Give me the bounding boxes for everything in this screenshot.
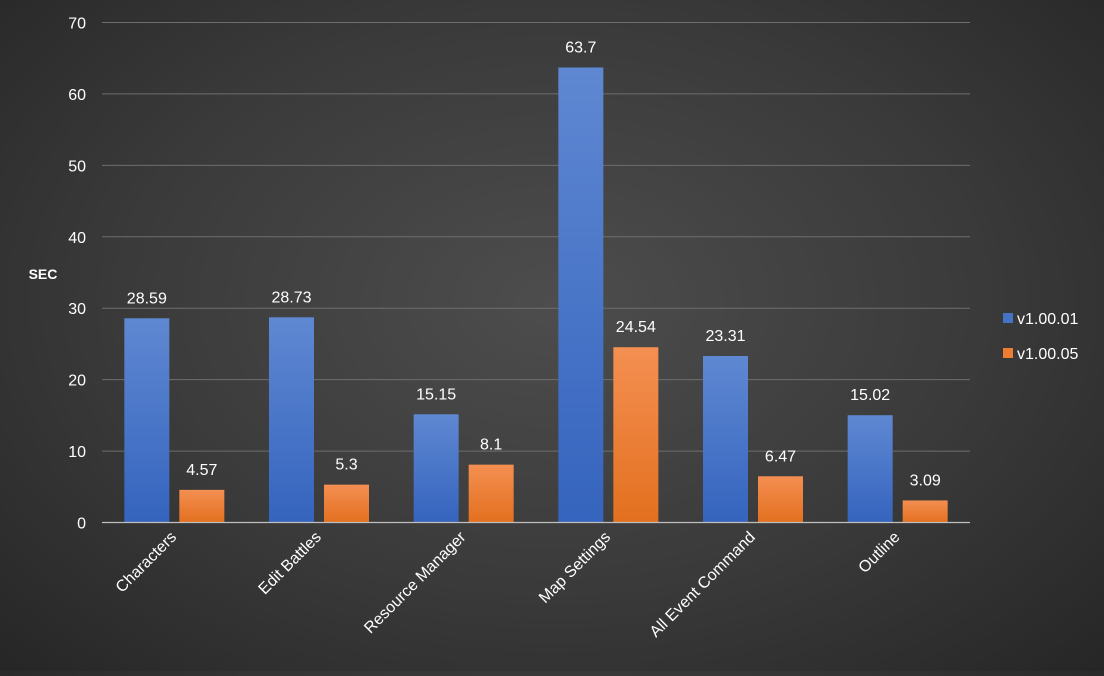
bar: [269, 317, 314, 523]
y-axis-ticks: 0 10 20 30 40 50 60 70: [68, 16, 86, 533]
data-label: 6.47: [765, 448, 796, 465]
x-axis-ticks: Characters Edit Battles Resource Manager Ma…: [113, 528, 904, 640]
data-label: 28.59: [127, 290, 167, 307]
grid-lines: [102, 22, 970, 452]
legend-swatch: [1003, 313, 1013, 323]
y-tick-label: 60: [68, 87, 86, 104]
y-tick-label: 20: [68, 373, 86, 390]
data-label: 4.57: [186, 462, 217, 479]
data-label: 15.02: [850, 387, 890, 404]
legend-label: v1.00.01: [1017, 311, 1078, 328]
bars: [124, 67, 948, 523]
y-tick-label: 10: [68, 444, 86, 461]
x-tick-label: All Event Command: [647, 529, 759, 641]
data-label: 8.1: [480, 437, 502, 454]
data-labels: 28.59 28.73 15.15 63.7 23.31 15.02 4.57 5.3 8.1 2…: [127, 40, 941, 490]
bar: [413, 414, 459, 523]
x-tick-label: Resource Manager: [361, 528, 470, 637]
data-label: 5.3: [335, 457, 357, 474]
bar: [703, 356, 748, 523]
x-tick-label: Edit Battles: [256, 529, 325, 598]
x-tick-label: Characters: [113, 529, 180, 596]
legend-swatch: [1003, 348, 1013, 358]
data-label: 28.73: [271, 289, 311, 306]
bar: [847, 415, 893, 523]
bar: [558, 67, 604, 523]
y-axis-label: SEC: [29, 266, 58, 282]
y-tick-label: 70: [68, 16, 86, 33]
x-tick-label: Outline: [856, 529, 904, 577]
y-tick-label: 50: [68, 158, 86, 175]
y-tick-label: 0: [77, 516, 86, 533]
legend-label: v1.00.05: [1017, 346, 1078, 363]
data-label: 24.54: [616, 319, 656, 336]
bar: [613, 347, 659, 523]
data-label: 15.15: [416, 386, 456, 403]
y-tick-label: 30: [68, 301, 86, 318]
bar: [468, 464, 514, 523]
bar: [902, 500, 948, 523]
bar: [124, 318, 170, 523]
y-tick-label: 40: [68, 230, 86, 247]
data-label: 23.31: [705, 328, 745, 345]
x-tick-label: Map Settings: [536, 529, 614, 607]
legend: v1.00.01 v1.00.05: [1003, 311, 1078, 363]
bar: [758, 476, 803, 523]
bar: [179, 489, 225, 523]
data-label: 3.09: [910, 472, 941, 489]
data-label: 63.7: [565, 40, 596, 57]
bar: [324, 484, 369, 523]
